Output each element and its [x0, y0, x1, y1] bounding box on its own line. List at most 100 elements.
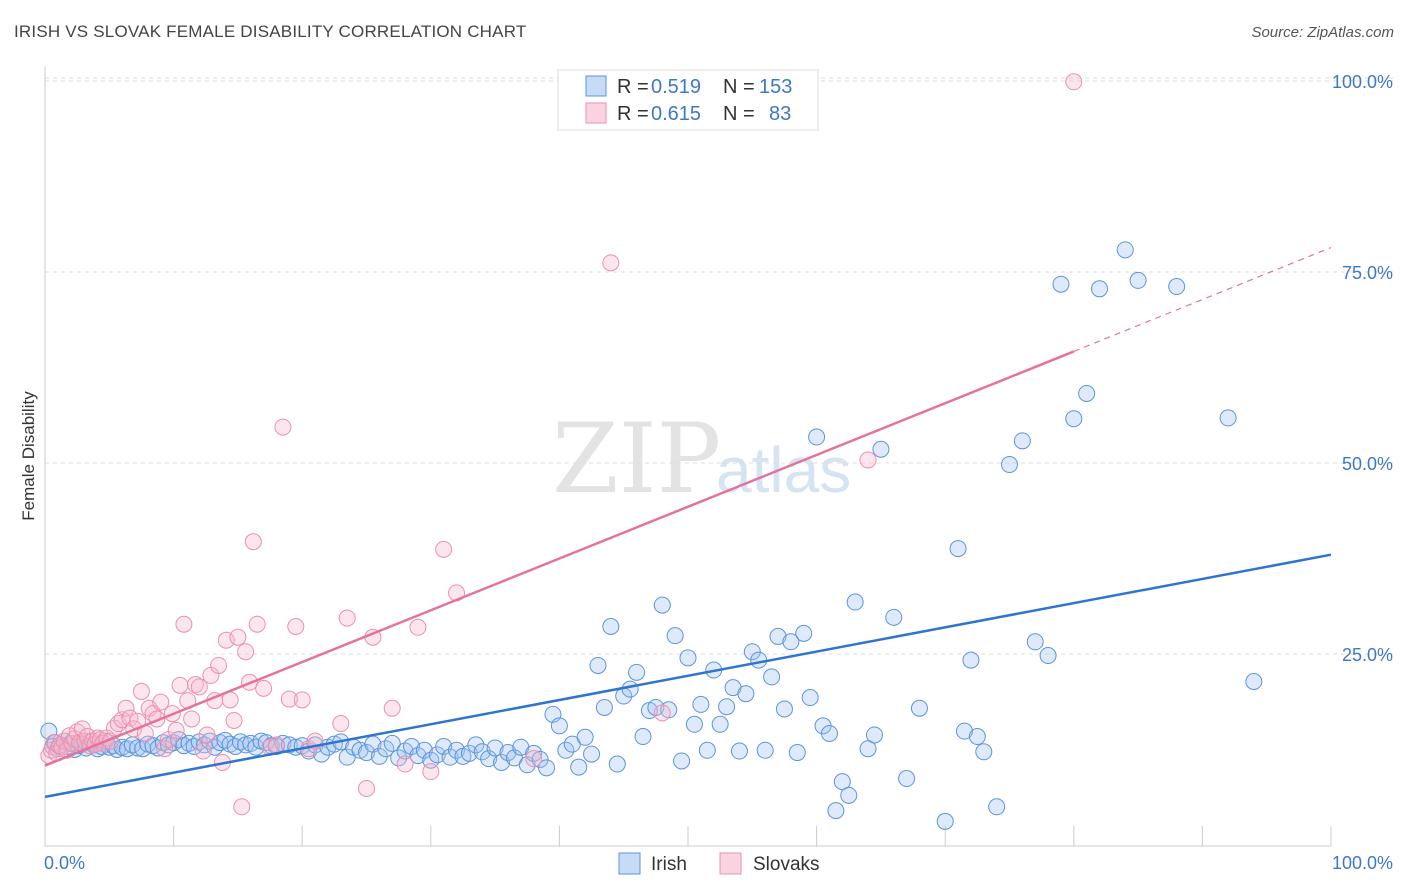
irish-point [460, 744, 478, 762]
bottom-legend-swatch-irish [618, 852, 641, 875]
irish-point [621, 680, 639, 698]
slovaks-point [525, 750, 543, 768]
irish-point [595, 698, 613, 716]
slovaks-point [171, 676, 189, 694]
irish-point [737, 685, 755, 703]
irish-point [782, 633, 800, 651]
irish-point [1052, 275, 1070, 293]
slovaks-point [287, 617, 305, 635]
irish-point [833, 773, 851, 791]
slovaks-point [358, 779, 375, 797]
slovaks-point [183, 710, 201, 728]
legend-irish-r-value: 0.519 [651, 76, 701, 98]
irish-point [808, 428, 826, 446]
slovaks-point [233, 798, 251, 816]
y-tick-label: 100.0% [1332, 72, 1393, 92]
slovaks-point [293, 691, 311, 709]
irish-point [692, 695, 710, 713]
irish-point [666, 627, 684, 645]
irish-point [910, 699, 928, 717]
irish-point [480, 750, 498, 768]
slovaks-point [152, 693, 170, 711]
irish-point [975, 743, 993, 761]
irish-point [1219, 409, 1237, 427]
irish-point [968, 728, 986, 746]
bottom-legend-irish: Irish [651, 854, 687, 875]
irish-point [634, 728, 652, 746]
slovaks-point [248, 615, 266, 633]
irish-point [415, 741, 433, 759]
irish-point [885, 608, 903, 626]
slovaks-point [383, 699, 401, 717]
slovaks-point [409, 618, 427, 636]
irish-point [493, 753, 511, 771]
slovaks-point [338, 609, 356, 627]
irish-point [775, 700, 793, 718]
legend-swatch-slovaks [585, 102, 607, 124]
slovaks-point [602, 254, 620, 272]
irish-point [628, 663, 646, 681]
irish-point [1026, 633, 1044, 651]
slovaks-point [267, 736, 285, 754]
slovaks-point [859, 451, 877, 469]
irish-point [358, 744, 375, 762]
slovaks-point [156, 740, 174, 758]
irish-point [936, 812, 954, 830]
slovaks-point [225, 711, 243, 729]
slovaks-point [194, 742, 212, 760]
irish-point [743, 643, 761, 661]
irish-point [441, 748, 459, 766]
bottom-legend-slovaks: Slovaks [753, 854, 820, 875]
chart-title: IRISH VS SLOVAK FEMALE DISABILITY CORREL… [14, 22, 527, 41]
irish-point [1168, 278, 1186, 296]
irish-point [730, 742, 748, 760]
irish-point [988, 798, 1006, 816]
x-axis-ticks [44, 826, 1332, 846]
irish-point [698, 741, 716, 759]
irish-point [756, 741, 774, 759]
slovaks-point [274, 418, 292, 436]
irish-point [711, 715, 729, 733]
irish-point [557, 741, 575, 759]
irish-point [750, 651, 768, 669]
slovaks-point [167, 721, 185, 739]
trend-lines [44, 246, 1332, 799]
slovaks-points [40, 73, 1083, 816]
irish-point [840, 786, 858, 804]
irish-point [538, 759, 556, 777]
irish-point [949, 540, 967, 558]
irish-point [486, 739, 504, 757]
irish-point [550, 717, 568, 735]
legend-slovaks-n-value: 83 [769, 103, 791, 125]
irish-point [602, 617, 620, 635]
irish-point [769, 627, 787, 645]
irish-point [872, 440, 890, 458]
slovaks-point [190, 678, 208, 696]
irish-point [467, 736, 485, 754]
irish-point [653, 596, 671, 614]
irish-point [801, 689, 819, 707]
irish-point [1116, 241, 1134, 259]
slovaks-point [332, 715, 350, 733]
irish-point [1039, 647, 1057, 665]
slovaks-point [175, 615, 193, 633]
y-tick-labels: 25.0% 50.0% 75.0% 100.0% [1332, 72, 1393, 665]
irish-point [1001, 456, 1018, 474]
irish-point [1129, 271, 1147, 289]
slovaks-point [210, 656, 228, 674]
irish-trend-line [44, 553, 1332, 799]
irish-point [846, 593, 864, 611]
irish-point [403, 737, 421, 755]
legend-slovaks-n-label: N = [723, 103, 755, 125]
slovaks-trend-line [44, 350, 1075, 767]
irish-point [383, 734, 401, 752]
watermark: ZIP atlas [552, 403, 851, 515]
slovaks-point [422, 763, 440, 781]
irish-point [1245, 673, 1263, 691]
irish-point [1091, 280, 1109, 298]
slovaks-point [1065, 73, 1083, 91]
irish-point [448, 741, 466, 759]
bottom-legend: Irish Slovaks [618, 852, 820, 875]
irish-points [40, 241, 1263, 830]
irish-point [673, 752, 691, 770]
